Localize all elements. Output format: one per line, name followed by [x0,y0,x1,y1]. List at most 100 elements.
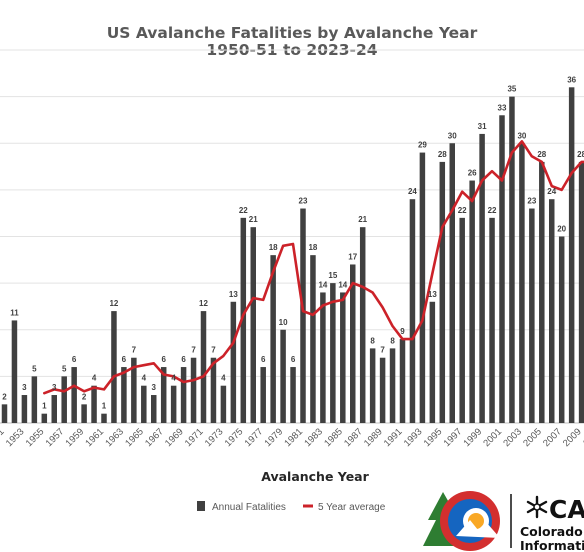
bar [300,208,306,423]
legend-line-label: 5 Year average [318,502,386,513]
bar [290,367,296,423]
data-label: 22 [458,206,467,215]
data-label: 12 [109,299,118,308]
data-label: 6 [181,355,186,364]
data-label: 8 [370,336,375,345]
x-tick-label: 1971 [183,426,206,449]
data-label: 30 [448,131,457,140]
bar [21,395,28,423]
data-label: 3 [52,383,57,392]
bar [439,161,446,423]
data-label: 1 [42,402,47,411]
data-label: 6 [161,355,166,364]
bar [71,367,77,423]
data-label: 5 [32,364,37,373]
bar [578,161,584,423]
x-tick-label: 1969 [163,426,186,449]
bar [31,376,38,423]
data-label: 6 [261,355,266,364]
x-tick-label: 1991 [382,426,405,449]
bar [449,143,455,423]
data-label: 4 [171,374,176,383]
x-tick-label: 1957 [44,426,67,449]
bar [419,152,426,423]
data-label: 31 [478,122,487,131]
bar [568,87,575,424]
data-label: 8 [390,336,395,345]
data-label: 21 [358,215,367,224]
bar [340,292,346,423]
data-label: 24 [408,187,417,196]
bar [180,367,187,423]
data-label: 23 [299,197,308,206]
bar [111,311,117,423]
data-label: 5 [62,364,67,373]
bar [170,385,177,423]
data-label: 18 [269,243,278,252]
bar [479,133,485,424]
bar [141,385,147,423]
x-tick-label: 1993 [402,426,425,449]
bar [131,357,137,423]
bar [250,227,256,423]
data-label: 1 [102,402,107,411]
data-label: 10 [279,318,288,327]
data-label: 18 [308,243,317,252]
bar [409,199,416,423]
bar [459,217,465,423]
legend: Annual Fatalities 5 Year average [197,501,386,513]
x-tick-label: 1965 [123,426,146,449]
data-label: 22 [239,206,248,215]
logo-line2: Informati [520,538,584,552]
data-label: 13 [428,290,437,299]
bar [379,357,386,423]
bar [81,404,87,423]
chart-title: US Avalanche Fatalities by Avalanche Yea… [107,24,478,42]
x-tick-label: 1967 [143,426,166,449]
x-tick-label: 2005 [521,426,544,449]
data-label: 26 [468,169,477,178]
bar [320,292,326,423]
x-tick-label: 1979 [262,426,285,449]
data-label: 28 [438,150,447,159]
data-label: 35 [507,85,516,94]
data-label: 9 [400,327,405,336]
bar [280,329,286,423]
x-tick-label: 1963 [103,426,126,449]
x-tick-label: 2001 [481,426,504,449]
data-label: 11 [10,308,19,317]
x-axis-ticks: 1951195319551957195919611963196519671969… [0,426,584,449]
bar [151,395,157,423]
bar [359,227,366,423]
legend-bar-swatch [197,501,205,511]
data-label: 36 [567,75,576,84]
data-label: 14 [318,280,327,289]
data-label: 3 [22,383,27,392]
data-label: 28 [537,150,546,159]
data-label: 3 [152,383,157,392]
x-tick-label: 1959 [63,426,86,449]
colorado-logo: CA Colorado Informati [423,491,584,552]
logo-line1: Colorado [520,524,583,539]
data-label: 7 [211,346,216,355]
bar [160,367,167,423]
x-tick-label: 2009 [561,426,584,449]
bar-series [1,87,584,424]
data-label: 23 [527,197,536,206]
bar [121,367,127,423]
bar [220,385,227,423]
x-tick-label: 1955 [24,426,47,449]
x-tick-label: 1999 [461,426,484,449]
data-label: 2 [82,392,87,401]
x-tick-label: 1961 [83,426,106,449]
bar [51,395,57,423]
data-label: 24 [547,187,556,196]
x-tick-label: 1981 [282,426,305,449]
data-label: 30 [517,131,526,140]
bar [558,236,565,423]
x-tick-label: 1983 [302,426,325,449]
bar [11,320,18,423]
bar [91,385,97,423]
bar [519,143,525,423]
